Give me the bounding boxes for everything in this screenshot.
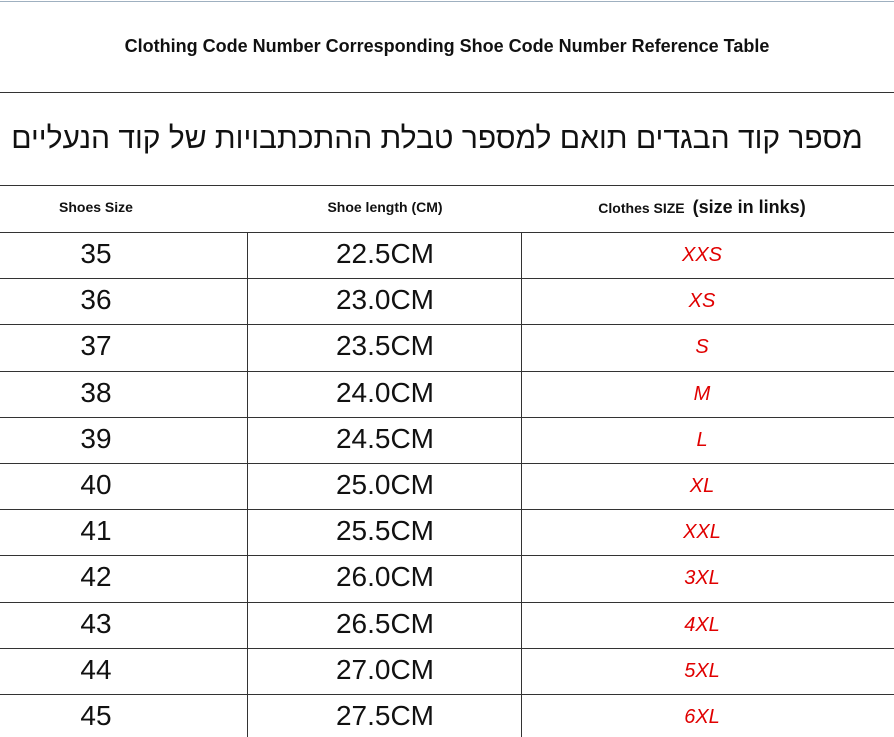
column-header: Shoes Size	[59, 199, 133, 215]
divider	[0, 92, 894, 93]
row-line	[0, 602, 894, 603]
table-cell: L	[696, 428, 708, 451]
row-line	[0, 417, 894, 418]
row-line	[0, 463, 894, 464]
table-cell: XXS	[681, 244, 723, 266]
table-cell: 24.0CM	[335, 376, 435, 408]
table-cell: 40	[80, 469, 112, 500]
column-header-note: (size in links)	[692, 197, 806, 217]
table-cell: 26.5CM	[335, 607, 435, 639]
title: Clothing Code Number Corresponding Shoe …	[124, 36, 770, 56]
table-cell: 37	[80, 330, 112, 362]
table-cell: 38	[80, 376, 112, 408]
table-cell: 44	[80, 653, 112, 685]
table-cell: 27.5CM	[335, 700, 435, 731]
table-cell: 24.5CM	[335, 422, 435, 454]
table-cell: 41	[80, 515, 112, 547]
column-line	[247, 232, 248, 737]
row-line	[0, 324, 894, 325]
table-cell: 35	[80, 238, 112, 269]
row-line	[0, 371, 894, 372]
table-cell: 5XL	[684, 659, 720, 682]
subtitle: מספר קוד הבגדים תואם למספר טבלת ההתכתבוי…	[11, 122, 863, 155]
row-line	[0, 694, 894, 695]
table-cell: 3XL	[684, 567, 720, 590]
table-cell: XXL	[683, 521, 721, 544]
table-cell: 4XL	[684, 613, 720, 636]
table-cell: S	[695, 336, 709, 359]
table-cell: 39	[80, 422, 112, 454]
table-cell: 6XL	[684, 706, 720, 728]
table-cell: 23.5CM	[335, 330, 435, 362]
table-cell: XL	[689, 475, 715, 497]
table-cell: 23.0CM	[335, 284, 435, 316]
column-header-main: Clothes SIZE	[598, 200, 685, 216]
column-header: Shoe length (CM)	[327, 199, 443, 215]
top-border	[0, 1, 894, 2]
table-cell: 36	[80, 284, 112, 316]
row-line	[0, 648, 894, 649]
divider	[0, 185, 894, 186]
table-cell: 25.0CM	[335, 469, 435, 500]
table-cell: 22.5CM	[335, 238, 435, 269]
table-cell: 45	[80, 700, 112, 731]
table-cell: 43	[80, 607, 112, 639]
table-cell: XS	[688, 290, 716, 313]
row-line	[0, 278, 894, 279]
column-header: Clothes SIZE (size in links)	[552, 197, 852, 218]
row-line	[0, 232, 894, 233]
table-cell: 25.5CM	[335, 515, 435, 547]
row-line	[0, 555, 894, 556]
table-cell: M	[693, 382, 711, 405]
column-line	[521, 232, 522, 737]
table-cell: 26.0CM	[335, 561, 435, 593]
table-cell: 42	[80, 561, 112, 593]
table-cell: 27.0CM	[335, 653, 435, 685]
row-line	[0, 509, 894, 510]
